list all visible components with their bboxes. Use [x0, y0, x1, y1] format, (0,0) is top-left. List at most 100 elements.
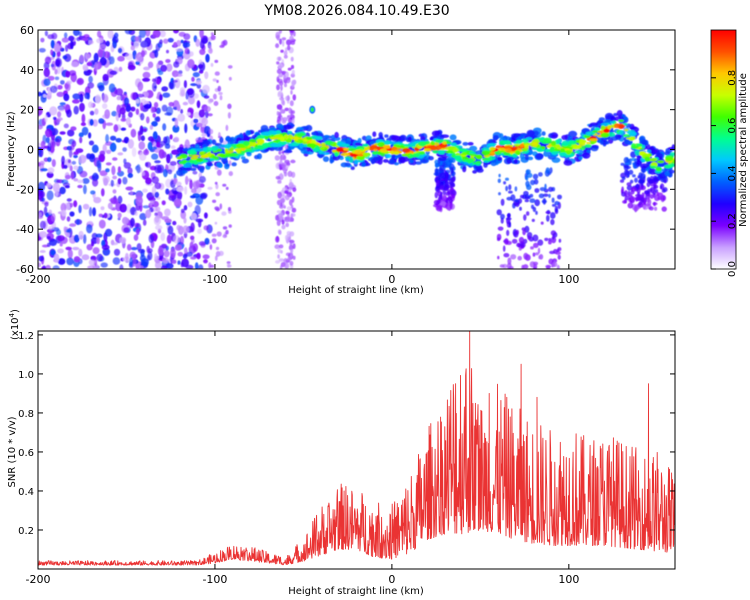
- heatmap-cell: [183, 205, 188, 211]
- heatmap-cell: [278, 104, 282, 111]
- heatmap-cell: [275, 236, 280, 243]
- heatmap-cell: [505, 217, 512, 221]
- heatmap-cell: [179, 87, 186, 94]
- heatmap-cell: [153, 102, 159, 108]
- heatmap-cell: [71, 160, 77, 165]
- heatmap-cell: [193, 111, 201, 119]
- heatmap-cell: [476, 168, 484, 173]
- heatmap-cell: [99, 150, 106, 156]
- heatmap-cell: [194, 262, 199, 269]
- heatmap-cell: [584, 144, 592, 148]
- heatmap-cell: [120, 118, 127, 122]
- heatmap-cell: [98, 213, 104, 218]
- heatmap-cell: [430, 140, 435, 146]
- heatmap-cell: [279, 172, 283, 178]
- heatmap-cell: [82, 203, 90, 210]
- heatmap-cell: [278, 258, 285, 262]
- heatmap-cell: [604, 141, 610, 145]
- heatmap-cell: [190, 256, 197, 260]
- heatmap-cell: [545, 167, 550, 174]
- heatmap-cell: [523, 214, 527, 221]
- heatmap-cell: [42, 265, 47, 269]
- heatmap-cell: [283, 167, 287, 174]
- heatmap-cell: [191, 188, 197, 194]
- heatmap-cell: [102, 175, 110, 184]
- heatmap-cell: [276, 68, 283, 75]
- heatmap-cell: [207, 113, 213, 117]
- heatmap-cell: [354, 149, 362, 155]
- heatmap-cell: [182, 253, 188, 259]
- heatmap-cell: [310, 143, 316, 149]
- heatmap-cell: [65, 232, 70, 238]
- heatmap-cell: [283, 54, 288, 59]
- heatmap-cell: [311, 139, 317, 145]
- heatmap-cell: [68, 35, 75, 42]
- heatmap-cell: [257, 153, 262, 160]
- heatmap-cell: [306, 146, 311, 152]
- heatmap-cell: [82, 37, 88, 42]
- heatmap-cell: [292, 187, 297, 193]
- heatmap-cell: [279, 38, 283, 45]
- heatmap-cell: [138, 141, 146, 150]
- heatmap-cell: [119, 107, 126, 115]
- heatmap-cell: [216, 169, 222, 176]
- heatmap-cell: [122, 216, 129, 225]
- heatmap-cell: [145, 177, 152, 185]
- heatmap-cell: [111, 165, 116, 176]
- heatmap-cell: [516, 229, 519, 235]
- heatmap-cell: [94, 174, 99, 180]
- heatmap-cell: [281, 37, 287, 41]
- heatmap-cell: [354, 159, 359, 165]
- heatmap-cell: [577, 148, 583, 156]
- heatmap-cell: [245, 130, 251, 136]
- heatmap-cell: [60, 202, 67, 212]
- heatmap-cell: [618, 124, 625, 128]
- heatmap-cell: [641, 139, 648, 146]
- heatmap-cell: [525, 169, 531, 175]
- heatmap-cell: [173, 235, 180, 244]
- heatmap-cell: [109, 142, 117, 152]
- heatmap-cell: [38, 146, 42, 156]
- heatmap-cell: [532, 252, 536, 257]
- heatmap-cell: [48, 209, 53, 215]
- heatmap-cell: [203, 259, 208, 264]
- heatmap-cell: [523, 252, 529, 260]
- heatmap-cell: [519, 206, 522, 211]
- heatmap-cell: [284, 235, 288, 241]
- heatmap-cell: [111, 242, 118, 246]
- colorbar: 0.0 0.2 0.4 0.6 0.8 Normalized spectral ampl…: [710, 29, 749, 277]
- heatmap-cell: [394, 162, 399, 166]
- heatmap-cell: [94, 108, 99, 115]
- heatmap-cell: [281, 194, 286, 199]
- snr-scale-exponent: 4: [8, 312, 16, 317]
- heatmap-cell: [530, 246, 534, 250]
- heatmap-cell: [64, 174, 72, 180]
- x-tick-label: -200: [26, 273, 51, 286]
- heatmap-cell: [472, 170, 477, 174]
- heatmap-cell: [166, 234, 172, 244]
- heatmap-cell: [462, 165, 467, 173]
- heatmap-cell: [65, 229, 72, 233]
- heatmap-cell: [497, 178, 501, 183]
- heatmap-cell: [124, 30, 133, 35]
- heatmap-cell: [508, 190, 513, 194]
- heatmap-cell: [451, 194, 455, 199]
- heatmap-cell: [290, 160, 296, 164]
- heatmap-cell: [49, 85, 58, 94]
- heatmap-cell: [497, 255, 500, 260]
- heatmap-cell: [531, 218, 535, 222]
- heatmap-cell: [167, 37, 174, 43]
- heatmap-cell: [436, 205, 442, 212]
- heatmap-cell: [119, 237, 127, 244]
- heatmap-cell: [151, 153, 159, 160]
- heatmap-cell: [202, 84, 210, 94]
- heatmap-cell: [196, 100, 201, 109]
- heatmap-cell: [284, 107, 290, 112]
- heatmap-cell: [53, 138, 59, 143]
- heatmap-cell: [498, 173, 501, 178]
- heatmap-cell: [168, 80, 176, 90]
- heatmap-cell: [275, 43, 280, 49]
- heatmap-cell: [282, 40, 285, 47]
- heatmap-cell: [133, 234, 139, 241]
- heatmap-cell: [277, 90, 283, 97]
